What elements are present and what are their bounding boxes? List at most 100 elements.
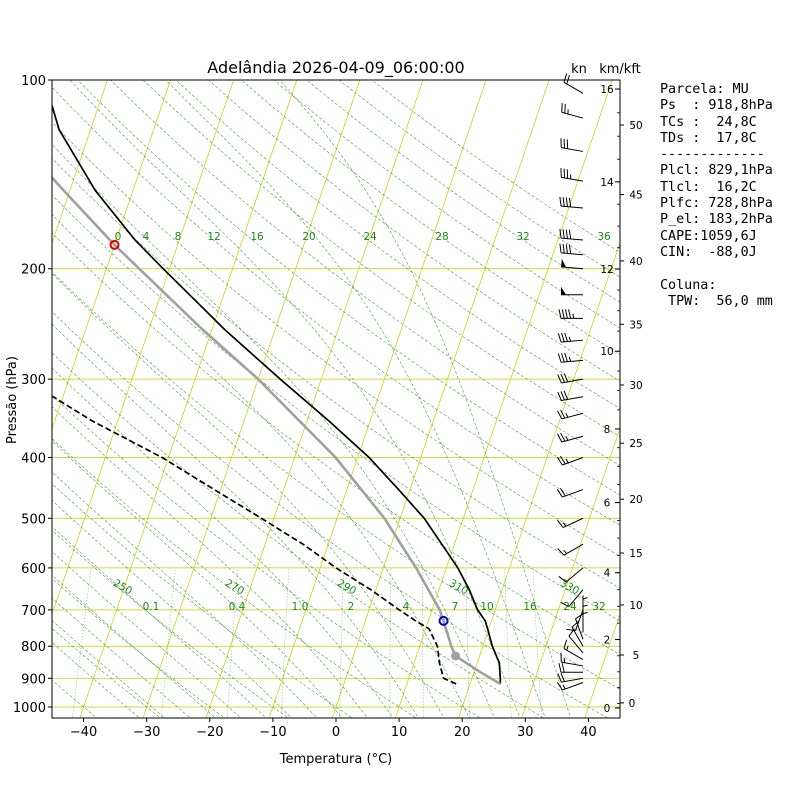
dry-adiabat-line xyxy=(52,352,545,718)
mixing-ratio-label-lower: 7 xyxy=(452,601,459,613)
dry-adiabat-line xyxy=(52,271,620,690)
x-tick-label: 30 xyxy=(517,725,534,740)
x-tick-label: 10 xyxy=(391,725,408,740)
dewpoint-line xyxy=(52,395,457,685)
dry-adiabat-line xyxy=(52,394,481,718)
isotherm-line xyxy=(521,427,620,718)
wind-barb xyxy=(561,258,584,270)
isotherm-line xyxy=(52,80,235,616)
moist-adiabat-line xyxy=(52,641,140,718)
x-tick-label: 20 xyxy=(454,725,471,740)
x-tick-label: −40 xyxy=(70,725,97,740)
unit-km-kft-label: km/kft xyxy=(599,62,641,77)
moist-adiabat-line xyxy=(52,471,318,718)
y-tick-label: 700 xyxy=(21,604,46,619)
barb-half xyxy=(562,684,566,690)
barb-full xyxy=(560,391,565,401)
isotherm-line xyxy=(79,80,298,718)
moist-adiabat-line xyxy=(52,273,445,718)
mixing-ratio-label-upper: 36 xyxy=(597,231,611,243)
isotherm-line xyxy=(394,80,613,718)
barb-shaft xyxy=(562,457,584,466)
y-tick-label: 600 xyxy=(21,562,46,577)
moist-adiabat-line xyxy=(52,323,419,718)
mixing-ratio-label-upper: 32 xyxy=(516,231,529,243)
barb-half xyxy=(568,356,572,362)
parcel-line xyxy=(52,175,501,686)
wind-barb xyxy=(558,663,583,673)
x-tick-label: −10 xyxy=(259,725,286,740)
wind-barb xyxy=(557,432,584,443)
mixing-ratio-line xyxy=(389,567,392,718)
barb-full xyxy=(565,244,568,254)
kft-tick-label: 10 xyxy=(629,600,642,612)
barb-full xyxy=(559,243,562,253)
barb-shaft xyxy=(561,205,584,209)
moist-adiabat-line xyxy=(279,80,571,718)
barb-full xyxy=(564,352,568,362)
barb-full xyxy=(568,229,572,240)
mixing-ratio-label-lower: 32 xyxy=(592,601,605,613)
barb-full xyxy=(565,229,568,239)
y-tick-label: 800 xyxy=(21,640,46,655)
barb-shaft xyxy=(561,147,584,152)
barb-full xyxy=(562,197,565,207)
wind-barb xyxy=(582,603,588,626)
wind-barb xyxy=(563,639,584,660)
barb-shaft xyxy=(561,359,584,363)
km-tick-label: 10 xyxy=(600,346,613,358)
theta-label: 310 xyxy=(447,577,470,597)
barb-full xyxy=(568,197,572,207)
barb-shaft xyxy=(563,648,584,660)
barb-half xyxy=(565,435,569,441)
barb-full xyxy=(557,333,562,343)
dry-adiabat-line xyxy=(52,529,289,718)
barb-shaft xyxy=(562,682,584,691)
wind-barb xyxy=(575,613,584,640)
mixing-ratio-line xyxy=(339,567,345,718)
line-labels: 0 4 8 12 16 20 24 28 32 360.1 0.4 1.0 2 4 7 10 16 24 32250… xyxy=(111,231,611,613)
theta-label: 330 xyxy=(558,577,581,597)
moist-adiabat-line xyxy=(165,80,546,718)
moist-adiabat-line xyxy=(52,551,242,718)
unit-kn-label: kn xyxy=(571,62,587,77)
mixing-ratio-label-upper: 24 xyxy=(363,231,377,243)
km-tick-label: 2 xyxy=(604,635,611,647)
mixing-ratio-line xyxy=(72,567,92,718)
barb-full xyxy=(566,74,570,85)
barb-half xyxy=(566,645,569,651)
wind-barb xyxy=(556,487,584,498)
moist-adiabat-line xyxy=(52,144,495,718)
height-axis: 0 2 4 6 8 10 12 14 16 5 10 15 20 25 30 35 40 45 50 0 xyxy=(600,80,643,718)
wind-barb xyxy=(557,352,584,363)
barb-shaft xyxy=(562,489,584,498)
barb-full xyxy=(561,353,565,363)
el-marker xyxy=(109,239,120,250)
x-tick-label: −30 xyxy=(133,725,160,740)
barb-full xyxy=(560,373,565,383)
parcel-info-panel: Parcela: MU Ps : 918,8hPa TCs : 24,8C TD… xyxy=(660,82,773,309)
dry-adiabat-line xyxy=(240,80,620,355)
dry-adiabat-line xyxy=(52,578,226,718)
barb-full xyxy=(556,681,563,691)
lfc-marker xyxy=(438,615,449,626)
barb-shaft xyxy=(561,412,584,420)
barb-full xyxy=(571,620,580,628)
y-axis-title: Pressão (hPa) xyxy=(5,356,20,444)
barb-full xyxy=(556,456,563,466)
plot-frame xyxy=(51,79,621,719)
y-tick-label: 200 xyxy=(21,263,46,278)
barb-half xyxy=(568,336,572,342)
dry-adiabat-line xyxy=(175,80,620,409)
mixing-ratio-line xyxy=(504,567,512,718)
mixing-ratio-line xyxy=(161,567,176,718)
axes: −40 −30 −20 −10 0 10 20 30 401002003004005006007… xyxy=(13,74,621,740)
y-tick-label: 400 xyxy=(21,451,46,466)
barb-full xyxy=(557,433,563,443)
wind-barb xyxy=(557,373,584,384)
wind-barb xyxy=(566,609,584,632)
wind-barb xyxy=(563,73,584,94)
barb-shaft xyxy=(561,396,584,402)
wind-barb xyxy=(559,228,584,241)
kft-tick-label: 0 xyxy=(629,698,636,710)
